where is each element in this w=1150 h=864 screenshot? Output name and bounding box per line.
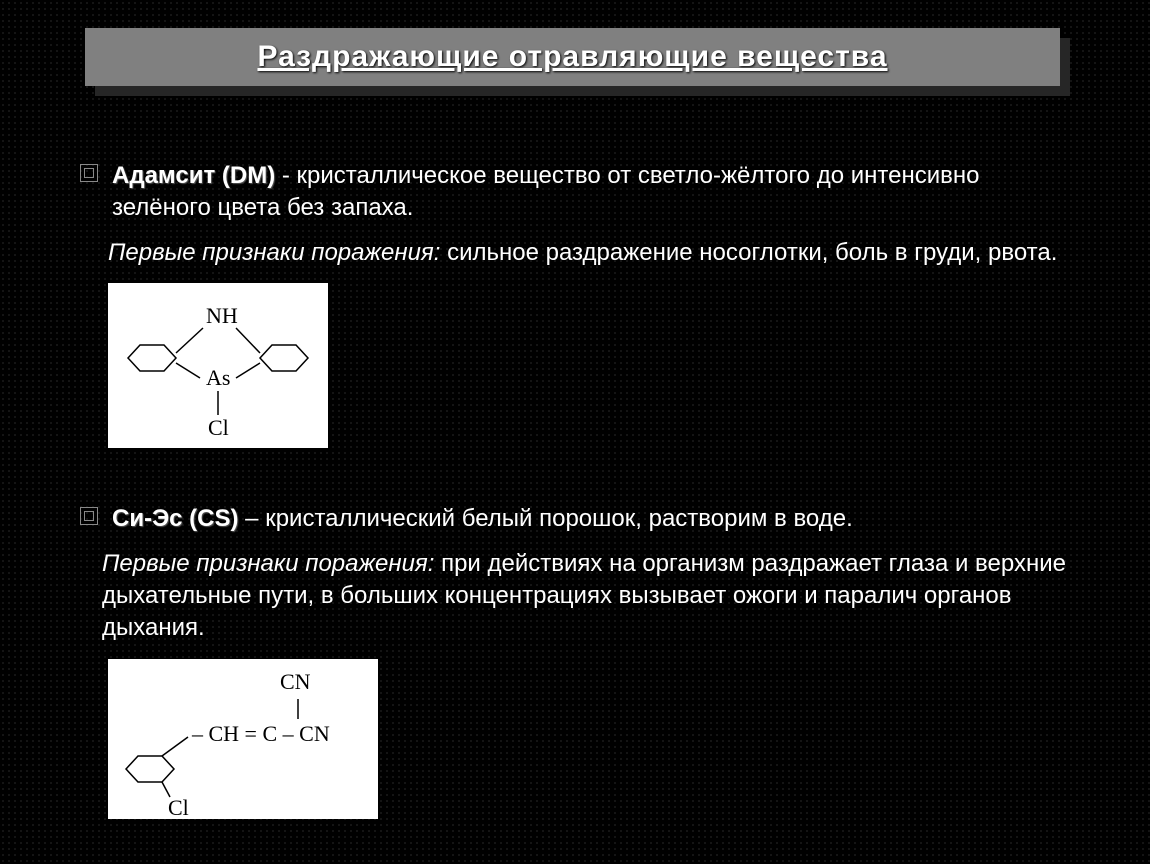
label-cn1: CN bbox=[280, 669, 311, 694]
item-body: Адамсит (DM) - кристаллическое вещество … bbox=[112, 160, 1080, 225]
term-cs: Си-Эс (CS) bbox=[112, 505, 239, 532]
formula-svg: NH As Cl bbox=[108, 283, 328, 448]
formula-adamsite: NH As Cl bbox=[108, 283, 328, 448]
label-nh: NH bbox=[206, 303, 238, 328]
formula-cs: CN – CH = C – CN Cl bbox=[108, 659, 378, 819]
cs-line: Си-Эс (CS) – кристаллический белый порош… bbox=[112, 505, 853, 532]
symptoms-cs: Первые признаки поражения: при действиях… bbox=[102, 548, 1080, 645]
symptoms-label: Первые признаки поражения: bbox=[108, 239, 440, 266]
symptoms-text: сильное раздражение носоглотки, боль в г… bbox=[440, 239, 1057, 266]
bullet-item-cs: Си-Эс (CS) – кристаллический белый порош… bbox=[80, 503, 1080, 535]
label-cl: Cl bbox=[208, 415, 229, 440]
title-bar: Раздражающие отравляющие вещества bbox=[85, 28, 1060, 86]
adamsite-line: Адамсит (DM) - кристаллическое вещество … bbox=[112, 162, 979, 221]
section-cs: Си-Эс (CS) – кристаллический белый порош… bbox=[80, 503, 1080, 824]
bullet-icon bbox=[80, 164, 98, 182]
bullet-item-adamsite: Адамсит (DM) - кристаллическое вещество … bbox=[80, 160, 1080, 225]
symptoms-adamsite: Первые признаки поражения: сильное раздр… bbox=[108, 237, 1080, 269]
chain: – CH = C – CN bbox=[191, 721, 330, 746]
symptoms-label: Первые признаки поражения: bbox=[102, 550, 434, 577]
label-cl2: Cl bbox=[168, 795, 189, 819]
desc-cs: кристаллический белый порошок, растворим… bbox=[265, 505, 853, 532]
slide-content: Адамсит (DM) - кристаллическое вещество … bbox=[80, 160, 1080, 824]
label-as: As bbox=[206, 365, 230, 390]
term-adamsite: Адамсит (DM) bbox=[112, 162, 275, 189]
item-body: Си-Эс (CS) – кристаллический белый порош… bbox=[112, 503, 1080, 535]
slide-title: Раздражающие отравляющие вещества bbox=[257, 40, 887, 74]
formula-svg: CN – CH = C – CN Cl bbox=[108, 659, 378, 819]
bullet-icon bbox=[80, 507, 98, 525]
